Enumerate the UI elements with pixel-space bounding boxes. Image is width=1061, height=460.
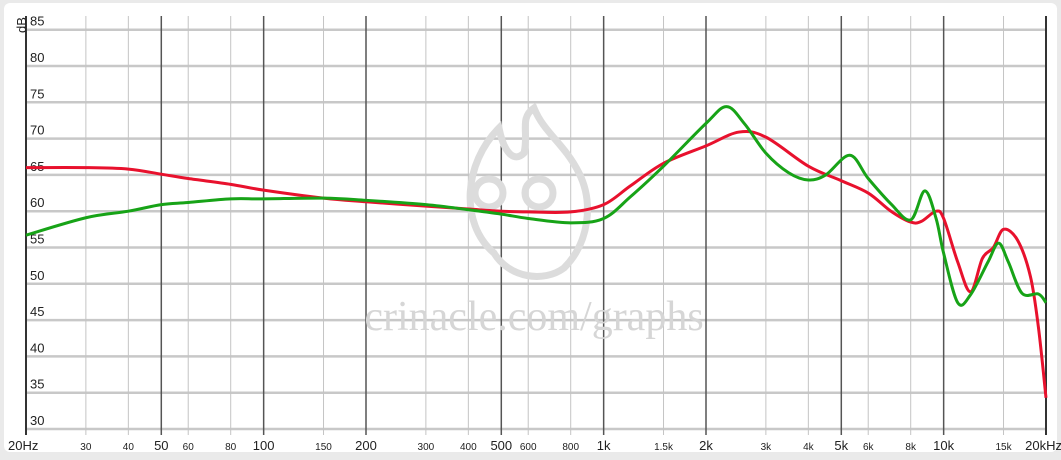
x-tick-label: 15k bbox=[995, 442, 1012, 453]
y-tick-label: 85 bbox=[30, 14, 44, 29]
x-tick-label: 1.5k bbox=[654, 442, 674, 453]
x-tick-label: 20kHz bbox=[1025, 438, 1061, 453]
y-tick-label: 40 bbox=[30, 340, 44, 355]
x-tick-label: 40 bbox=[123, 442, 135, 453]
y-tick-label: 70 bbox=[30, 123, 44, 138]
x-tick-label: 2k bbox=[699, 438, 713, 453]
y-tick-label: 60 bbox=[30, 195, 44, 210]
x-tick-label: 800 bbox=[562, 442, 579, 453]
x-tick-label: 150 bbox=[315, 442, 332, 453]
x-tick-label: 10k bbox=[933, 438, 954, 453]
x-tick-label: 30 bbox=[80, 442, 92, 453]
watermark-text: crinacle.com/graphs bbox=[364, 294, 703, 340]
x-tick-label: 1k bbox=[597, 438, 611, 453]
x-tick-label: 20Hz bbox=[8, 438, 38, 453]
x-tick-label: 4k bbox=[803, 442, 815, 453]
x-tick-label: 60 bbox=[183, 442, 195, 453]
series-group bbox=[25, 105, 1048, 398]
y-tick-label: 75 bbox=[30, 86, 44, 101]
watermark: crinacle.com/graphs bbox=[364, 102, 704, 340]
series-line-1 bbox=[25, 129, 1048, 398]
x-tick-label: 500 bbox=[490, 438, 512, 453]
x-tick-label: 300 bbox=[418, 442, 435, 453]
frequency-response-chart: crinacle.com/graphs 30 35 40 45 50 55 60 65 70 75… bbox=[4, 3, 1061, 453]
chart-svg: crinacle.com/graphs 30354045505560657075… bbox=[8, 14, 1061, 453]
y-tick-label: 30 bbox=[30, 413, 44, 428]
y-tick-label: 35 bbox=[30, 377, 44, 392]
x-tick-label: 50 bbox=[154, 438, 168, 453]
x-tick-label: 5k bbox=[834, 438, 848, 453]
y-tick-label: 50 bbox=[30, 268, 44, 283]
grid bbox=[26, 16, 1047, 435]
y-tick-label: 45 bbox=[30, 304, 44, 319]
x-tick-label: 600 bbox=[520, 442, 537, 453]
x-tick-label: 6k bbox=[863, 442, 875, 453]
series-line-2 bbox=[25, 105, 1048, 307]
x-tick-label: 8k bbox=[905, 442, 917, 453]
x-tick-label: 100 bbox=[253, 438, 275, 453]
x-tick-label: 80 bbox=[225, 442, 237, 453]
y-axis-label: dB bbox=[14, 17, 29, 33]
watermark-logo-icon bbox=[466, 102, 591, 280]
x-tick-label: 3k bbox=[761, 442, 773, 453]
y-tick-label: 55 bbox=[30, 232, 44, 247]
y-tick-label: 80 bbox=[30, 50, 44, 65]
x-tick-label: 400 bbox=[460, 442, 477, 453]
x-tick-label: 200 bbox=[355, 438, 377, 453]
